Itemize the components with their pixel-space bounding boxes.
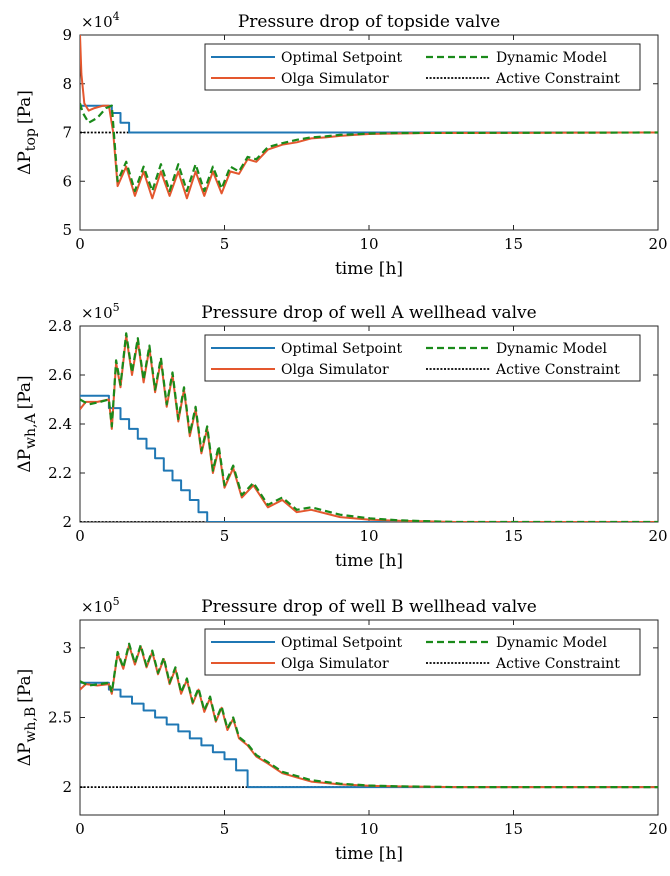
legend-label: Optimal Setpoint: [281, 341, 402, 357]
x-tick-label: 20: [648, 820, 667, 838]
y-axis-label: ΔPtop [Pa]: [15, 90, 39, 175]
x-axis-label: time [h]: [335, 259, 403, 279]
axis-exponent: ×104: [81, 10, 120, 31]
x-axis-label: time [h]: [335, 844, 403, 864]
y-tick-label: 2.6: [48, 366, 72, 384]
x-tick-label: 10: [359, 820, 378, 838]
legend-box: [204, 43, 641, 91]
legend-label: Active Constraint: [495, 362, 620, 378]
x-tick-label: 0: [75, 820, 85, 838]
y-tick-label: 6: [62, 172, 72, 190]
axis-exponent-power: 4: [113, 10, 120, 23]
x-tick-label: 0: [75, 235, 85, 253]
y-tick-label: 7: [62, 124, 72, 142]
y-axis-label-subscript: wh,A: [23, 413, 39, 449]
axis-exponent: ×105: [81, 301, 120, 322]
legend-label: Olga Simulator: [281, 71, 389, 87]
legend-box: [204, 628, 641, 676]
y-axis-label-unit: [Pa]: [15, 90, 35, 124]
y-tick-label: 8: [62, 75, 72, 93]
x-tick-label: 10: [359, 527, 378, 545]
y-tick-label: 2: [62, 513, 72, 531]
y-axis-label: ΔPwh,A [Pa]: [15, 375, 39, 472]
x-tick-label: 15: [504, 527, 523, 545]
series-line-olga-simulator: [80, 334, 658, 522]
x-tick-label: 20: [648, 235, 667, 253]
y-axis-label-subscript: wh,B: [23, 707, 39, 743]
chart-panel-2: Pressure drop of well A wellhead valve ×1…: [15, 301, 668, 571]
series-line-optimal-setpoint: [80, 394, 658, 522]
series-line-dynamic-model: [80, 642, 658, 789]
x-tick-label: 10: [359, 235, 378, 253]
y-axis-label-symbol: ΔP: [15, 151, 35, 175]
x-tick-label: 5: [220, 820, 230, 838]
axis-exponent: ×105: [81, 595, 120, 616]
x-tick-label: 15: [504, 820, 523, 838]
chart-title: Pressure drop of well B wellhead valve: [201, 597, 537, 617]
legend: Optimal Setpoint Dynamic Model Olga Simula…: [204, 43, 641, 91]
legend-label: Dynamic Model: [496, 50, 608, 66]
x-tick-label: 0: [75, 527, 85, 545]
y-tick-label: 2.5: [48, 709, 72, 727]
legend: Optimal Setpoint Dynamic Model Olga Simula…: [204, 334, 641, 382]
y-tick-label: 2.2: [48, 464, 72, 482]
legend-label: Active Constraint: [495, 71, 620, 87]
y-tick-label: 3: [62, 639, 72, 657]
chart-title: Pressure drop of well A wellhead valve: [201, 303, 536, 323]
y-axis-label-unit: [Pa]: [15, 375, 35, 409]
axis-exponent-power: 5: [113, 595, 120, 608]
chart-title: Pressure drop of topside valve: [238, 12, 500, 32]
x-tick-label: 15: [504, 235, 523, 253]
y-tick-label: 9: [62, 26, 72, 44]
x-axis-label: time [h]: [335, 551, 403, 571]
legend-box: [204, 334, 641, 382]
legend-label: Dynamic Model: [496, 635, 608, 651]
y-tick-label: 2.8: [48, 317, 72, 335]
x-tick-label: 20: [648, 527, 667, 545]
legend-label: Dynamic Model: [496, 341, 608, 357]
legend-label: Olga Simulator: [281, 656, 389, 672]
legend-label: Optimal Setpoint: [281, 635, 402, 651]
y-axis-label-unit: [Pa]: [15, 669, 35, 703]
legend-label: Optimal Setpoint: [281, 50, 402, 66]
chart-panel-3: Pressure drop of well B wellhead valve ×1…: [15, 595, 668, 864]
axis-exponent-power: 5: [113, 301, 120, 314]
legend-label: Olga Simulator: [281, 362, 389, 378]
series-line-dynamic-model: [80, 332, 658, 522]
series-line-optimal-setpoint: [80, 681, 658, 789]
legend-label: Active Constraint: [495, 656, 620, 672]
y-axis-label: ΔPwh,B [Pa]: [15, 669, 39, 767]
y-axis-label-symbol: ΔP: [15, 743, 35, 767]
y-axis-label-subscript: top: [23, 128, 39, 151]
series-line-dynamic-model: [80, 102, 658, 193]
legend: Optimal Setpoint Dynamic Model Olga Simula…: [204, 628, 641, 676]
y-axis-label-symbol: ΔP: [15, 449, 35, 473]
y-tick-label: 5: [62, 221, 72, 239]
y-tick-label: 2: [62, 778, 72, 796]
x-tick-label: 5: [220, 235, 230, 253]
x-tick-label: 5: [220, 527, 230, 545]
series-line-optimal-setpoint: [80, 104, 658, 134]
y-tick-label: 2.4: [48, 415, 72, 433]
